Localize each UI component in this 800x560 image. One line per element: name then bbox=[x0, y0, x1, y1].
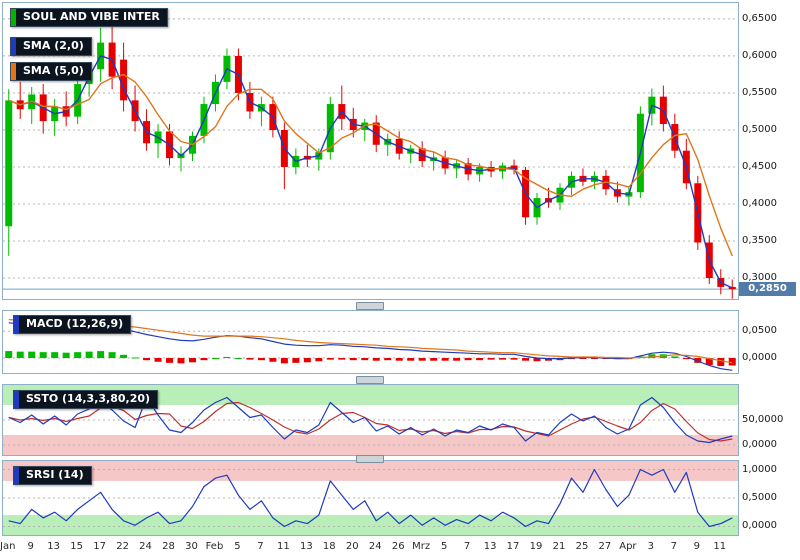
price-axis[interactable]: 0,2850 0,6500 0,6000 0,5500 0,5000 0,4500 0,4… bbox=[739, 0, 800, 560]
date-tick-label: 3 bbox=[647, 541, 655, 552]
sma2-indicator-label[interactable]: SMA (2,0) bbox=[10, 37, 92, 56]
ssto-color-tab bbox=[14, 391, 19, 408]
sma2-label-text: SMA (2,0) bbox=[23, 39, 84, 52]
price-plot-area[interactable] bbox=[3, 3, 738, 303]
date-tick-label: 26 bbox=[391, 541, 405, 552]
axis-tick-label: 0,0000 bbox=[742, 520, 777, 532]
stochastic-indicator-panel[interactable] bbox=[2, 384, 739, 456]
date-tick-label: 17 bbox=[93, 541, 106, 552]
date-tick-label: Feb bbox=[205, 541, 224, 552]
date-tick-label: 17 bbox=[506, 541, 520, 552]
axis-tick-label: 0,3500 bbox=[742, 235, 777, 247]
date-tick-label: 7 bbox=[257, 541, 264, 552]
instrument-color-tab bbox=[11, 9, 16, 26]
date-tick-label: 21 bbox=[552, 541, 566, 552]
macd-indicator-label[interactable]: MACD (12,26,9) bbox=[13, 315, 132, 334]
axis-tick-label: 50,0000 bbox=[742, 414, 784, 425]
axis-tick-label: 0,5500 bbox=[742, 86, 777, 98]
date-tick-label: 24 bbox=[368, 541, 382, 552]
ssto-indicator-label[interactable]: SSTO (14,3,3,80,20) bbox=[13, 390, 159, 409]
axis-tick-label: 0,4500 bbox=[742, 160, 777, 172]
axis-tick-label: 1,0000 bbox=[742, 463, 777, 475]
instrument-name-label[interactable]: SOUL AND VIBE INTER bbox=[10, 8, 168, 27]
axis-tick-label: 0,5000 bbox=[742, 123, 777, 135]
date-tick-label: 22 bbox=[116, 541, 129, 552]
stochastic-plot-area[interactable] bbox=[3, 385, 738, 459]
date-tick-label: Jan bbox=[0, 541, 16, 552]
date-tick-label: 27 bbox=[598, 541, 612, 552]
date-tick-label: 11 bbox=[713, 541, 727, 552]
date-tick-label: 9 bbox=[693, 541, 700, 552]
date-tick-label: 30 bbox=[185, 541, 198, 552]
date-tick-label: 13 bbox=[47, 541, 61, 552]
axis-tick-label: 0,6000 bbox=[742, 49, 777, 61]
date-axis[interactable]: Jan 9 13 15 17 22 24 28 30 Feb 5 7 11 13 18 20 24 26 Mrz 5 7… bbox=[0, 539, 739, 559]
axis-tick-label: 0,3000 bbox=[742, 272, 777, 284]
macd-color-tab bbox=[14, 316, 19, 333]
sma5-indicator-label[interactable]: SMA (5,0) bbox=[10, 62, 92, 81]
date-tick-label: 7 bbox=[670, 541, 678, 552]
date-tick-label: Apr bbox=[619, 541, 637, 552]
date-tick-label: 25 bbox=[575, 541, 589, 552]
axis-tick-label: 0,0000 bbox=[742, 352, 777, 364]
date-tick-label: 18 bbox=[322, 541, 336, 552]
axis-tick-label: 0,5000 bbox=[742, 492, 777, 503]
date-tick-label: 19 bbox=[529, 541, 543, 552]
price-chart-panel[interactable] bbox=[2, 2, 739, 300]
sma2-color-tab bbox=[11, 38, 16, 55]
date-tick-label: 13 bbox=[483, 541, 497, 552]
date-tick-label: 24 bbox=[139, 541, 152, 552]
axis-tick-label: 0,6500 bbox=[742, 12, 777, 24]
date-tick-label: 5 bbox=[234, 541, 241, 552]
current-price-badge: 0,2850 bbox=[739, 282, 796, 297]
instrument-name-text: SOUL AND VIBE INTER bbox=[23, 10, 160, 23]
date-tick-label: 13 bbox=[299, 541, 313, 552]
axis-tick-label: 0,4000 bbox=[742, 198, 777, 209]
date-tick-label: 20 bbox=[345, 541, 359, 552]
panel-splitter-grip-3[interactable] bbox=[356, 455, 384, 463]
date-tick-label: Mrz bbox=[412, 541, 431, 552]
date-tick-label: 28 bbox=[162, 541, 175, 552]
srsi-label-text: SRSI (14) bbox=[26, 468, 84, 481]
stochrsi-plot-area[interactable] bbox=[3, 461, 738, 539]
ssto-label-text: SSTO (14,3,3,80,20) bbox=[26, 392, 151, 405]
panel-splitter-grip-1[interactable] bbox=[356, 302, 384, 310]
macd-label-text: MACD (12,26,9) bbox=[26, 317, 124, 330]
stochrsi-indicator-panel[interactable] bbox=[2, 460, 739, 536]
panel-splitter-grip-2[interactable] bbox=[356, 376, 384, 384]
date-tick-label: 9 bbox=[27, 541, 34, 552]
date-tick-label: 5 bbox=[440, 541, 448, 552]
srsi-color-tab bbox=[14, 467, 19, 484]
date-tick-label: 11 bbox=[276, 541, 290, 552]
date-tick-label: 15 bbox=[70, 541, 84, 552]
sma5-color-tab bbox=[11, 63, 16, 80]
axis-tick-label: 0,0500 bbox=[742, 325, 777, 337]
date-tick-label: 7 bbox=[463, 541, 471, 552]
axis-tick-label: 0,0000 bbox=[742, 439, 777, 450]
srsi-indicator-label[interactable]: SRSI (14) bbox=[13, 466, 92, 485]
sma5-label-text: SMA (5,0) bbox=[23, 64, 84, 77]
